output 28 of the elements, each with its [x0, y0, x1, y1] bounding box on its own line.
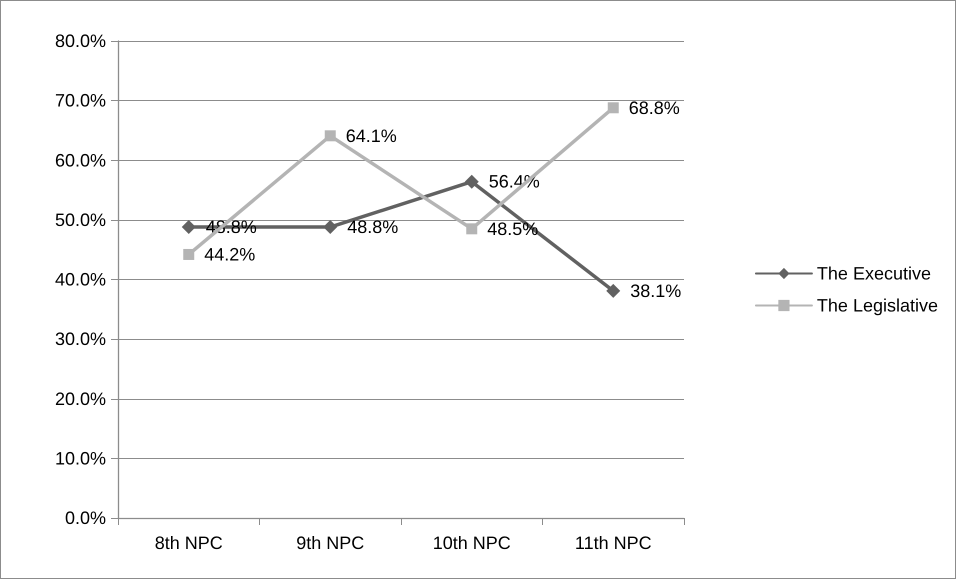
- x-tick-label: 10th NPC: [432, 533, 511, 553]
- legend-label: The Legislative: [816, 296, 938, 316]
- point: [606, 284, 620, 298]
- point: [323, 220, 338, 234]
- y-tick-label: 20.0%: [54, 388, 106, 409]
- x-tick-label: 11th NPC: [574, 533, 652, 553]
- y-tick-label: 80.0%: [54, 31, 106, 51]
- x-tick-label: 8th NPC: [154, 533, 223, 553]
- data-label: 38.1%: [630, 280, 682, 301]
- point: [182, 220, 196, 234]
- data-label: 64.1%: [346, 126, 397, 146]
- y-tick-label: 10.0%: [54, 448, 106, 468]
- data-label: 44.2%: [204, 244, 256, 264]
- y-tick-label: 40.0%: [54, 270, 106, 290]
- point: [183, 248, 194, 260]
- y-tick-label: 60.0%: [54, 150, 106, 170]
- legend-label: The Executive: [816, 264, 931, 284]
- data-label: 48.8%: [347, 217, 398, 238]
- y-tick-label: 50.0%: [54, 210, 106, 230]
- x-tick-label: 9th NPC: [296, 533, 364, 553]
- y-tick-label: 0.0%: [64, 508, 106, 528]
- y-tick-label: 30.0%: [54, 329, 106, 350]
- point: [608, 102, 619, 114]
- point: [466, 223, 478, 234]
- point: [324, 130, 336, 142]
- point: [464, 174, 479, 189]
- data-label: 68.8%: [628, 98, 680, 118]
- y-tick-label: 70.0%: [54, 90, 106, 111]
